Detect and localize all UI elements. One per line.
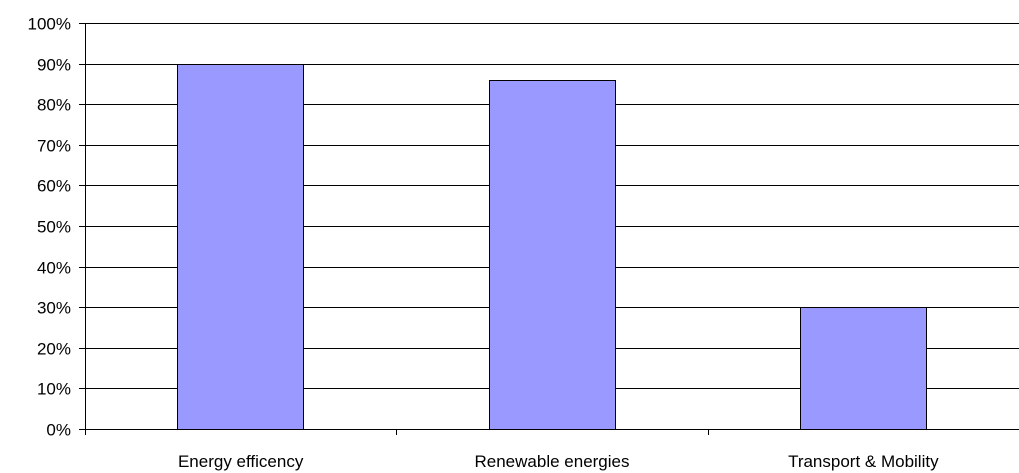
bars [177,64,927,430]
y-tick-labels: 0% 10% 20% 30% 40% 50% 60% 70% 80% 90% 100% [28,15,71,440]
y-tick-label: 20% [37,340,71,359]
y-tick-label: 0% [46,421,71,440]
bar-renewable-energies [489,80,616,430]
x-tick-label: Energy efficency [178,452,304,471]
y-tick-label: 50% [37,218,71,237]
y-tick-label: 80% [37,96,71,115]
bar-energy-efficency [177,64,304,430]
y-tick-label: 60% [37,177,71,196]
y-tick-label: 40% [37,259,71,278]
y-tick-label: 30% [37,299,71,318]
axes [79,23,1019,435]
y-tick-label: 70% [37,137,71,156]
x-tick-labels: Energy efficency Renewable energies Transp… [178,452,939,471]
x-tick-label: Renewable energies [475,452,630,471]
bar-transport-mobility [800,307,927,430]
x-tick-label: Transport & Mobility [788,452,939,471]
y-tick-label: 100% [28,15,71,34]
y-tick-label: 90% [37,56,71,75]
y-tick-label: 10% [37,380,71,399]
